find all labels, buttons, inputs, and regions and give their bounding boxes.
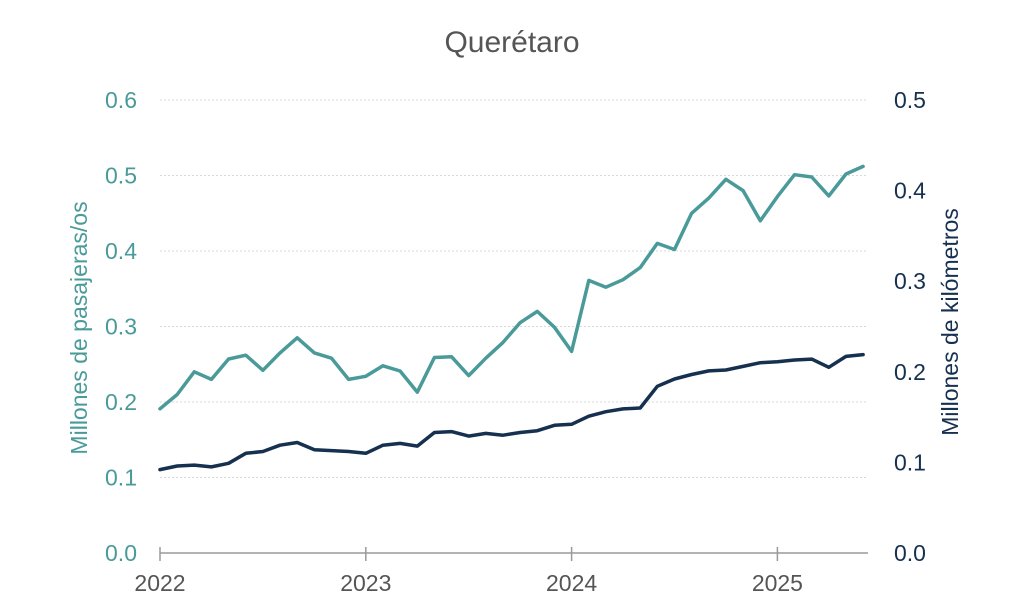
y-left-tick-label: 0.1 xyxy=(105,465,137,491)
gridlines xyxy=(160,99,868,478)
y-right-tick-label: 0.2 xyxy=(894,359,926,385)
y-axis-left-label: Millones de pasajeras/os xyxy=(66,201,92,454)
axes: 0.0 0.1 0.2 0.3 0.4 0.5 0.6 0.0 0.1 0.2 0.3 0.4 0.5 2… xyxy=(105,87,926,596)
x-tick-label: 2023 xyxy=(340,570,391,596)
y-left-tick-label: 0.5 xyxy=(105,163,137,189)
x-tick-label: 2024 xyxy=(546,570,597,596)
y-right-tick-label: 0.0 xyxy=(894,540,926,566)
y-left-tick-label: 0.0 xyxy=(105,540,137,566)
x-tick-label: 2022 xyxy=(134,570,185,596)
x-tick-label: 2025 xyxy=(752,570,803,596)
y-left-tick-label: 0.6 xyxy=(105,87,137,113)
y-right-tick-label: 0.5 xyxy=(894,87,926,113)
y-left-tick-label: 0.4 xyxy=(105,238,137,264)
y-right-tick-label: 0.4 xyxy=(894,178,926,204)
chart-title: Querétaro xyxy=(444,26,579,59)
y-right-tick-label: 0.1 xyxy=(894,449,926,475)
passengers-series-line xyxy=(158,164,865,411)
series-lines xyxy=(158,164,865,472)
y-left-tick-label: 0.3 xyxy=(105,314,137,340)
y-axis-right-label: Millones de kilómetros xyxy=(937,208,963,436)
kilometers-series-line xyxy=(158,352,865,472)
y-left-tick-label: 0.2 xyxy=(105,389,137,415)
y-right-tick-label: 0.3 xyxy=(894,268,926,294)
